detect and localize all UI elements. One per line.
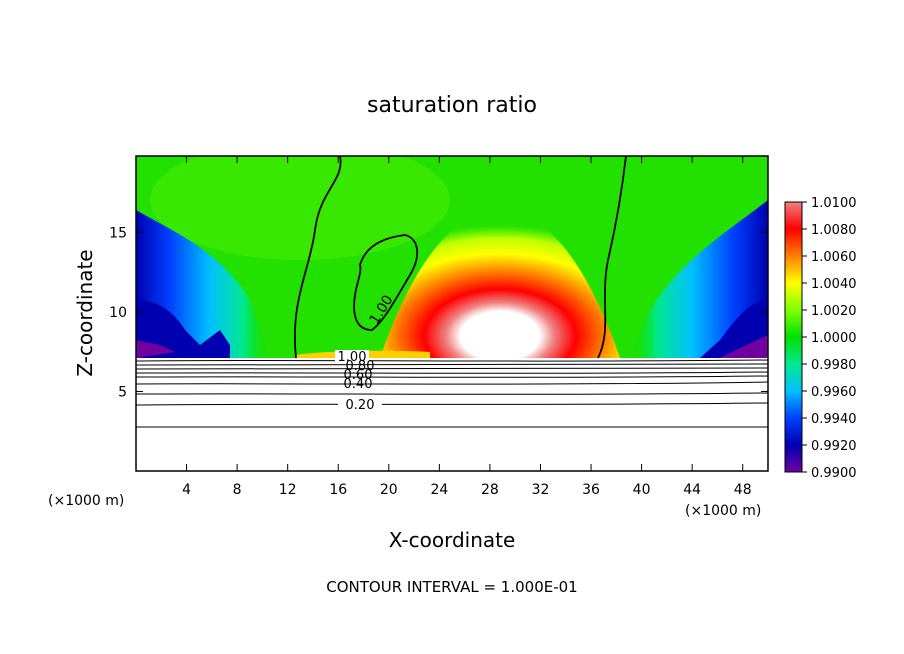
x-unit-label-right: (×1000 m): [685, 503, 761, 519]
contour-line-8: [136, 402, 768, 406]
colorbar-tick-label: 0.9940: [811, 412, 857, 427]
y-tick-label: 15: [109, 225, 127, 241]
colorbar-ticks: 1.0100 1.0080 1.0060 1.0040 1.0020 1.0000 0.99…: [802, 196, 857, 481]
y-tick-label: 5: [118, 384, 127, 400]
colorbar-tick-label: 1.0020: [811, 304, 857, 319]
contour-label-0.40: 0.40: [344, 377, 373, 392]
x-axis-title: X-coordinate: [389, 528, 516, 552]
field-dry-right: [630, 200, 768, 358]
contour-label-0.60: 0.60: [344, 368, 373, 383]
x-tick-label: 36: [582, 482, 600, 498]
x-tick-label: 12: [279, 482, 297, 498]
y-tick-label: 10: [109, 305, 127, 321]
colorbar-tick-label: 1.0000: [811, 331, 857, 346]
contour-line-1: [136, 359, 768, 362]
y-axis-title: Z-coordinate: [73, 249, 97, 376]
contour-line-7: [136, 392, 768, 395]
field-purple-edge-left: [136, 340, 175, 358]
colorbar-tick-label: 0.9980: [811, 358, 857, 373]
contour-line-5: [136, 375, 768, 378]
heatmap-field: 1.00 1.00 0.80 0.60 0.40 0.20: [136, 156, 768, 471]
colorbar-tick-label: 1.0060: [811, 250, 857, 265]
colorbar-tick-label: 0.9960: [811, 385, 857, 400]
chart-title: saturation ratio: [367, 93, 537, 118]
colorbar: [784, 201, 803, 473]
contour-label-1.00-surface: 1.00: [338, 350, 367, 365]
x-tick-label: 16: [329, 482, 347, 498]
y-axis-ticks: 5 10 15: [109, 225, 768, 400]
x-tick-label: 44: [683, 482, 701, 498]
field-plume: [380, 210, 620, 358]
contour-line-9: [136, 426, 768, 428]
colorbar-tick-label: 1.0040: [811, 277, 857, 292]
contour-label-0.20: 0.20: [346, 398, 375, 413]
colorbar-tick-label: 1.0100: [811, 196, 857, 211]
contour-line-2: [136, 363, 768, 366]
x-tick-label: 32: [532, 482, 550, 498]
field-dry-left-core: [136, 300, 230, 358]
x-tick-label: 40: [633, 482, 651, 498]
colorbar-tick-label: 0.9900: [811, 466, 857, 481]
plot-frame: [135, 155, 769, 472]
x-tick-label: 28: [481, 482, 499, 498]
field-purple-edge-right: [720, 335, 768, 358]
contour-1.00-right: [597, 156, 627, 359]
x-axis-ticks: 4 8 12 16 20 24 28 32 36 40 44 48: [182, 156, 752, 498]
field-moist-left: [150, 156, 450, 260]
colorbar-tick-label: 0.9920: [811, 439, 857, 454]
x-tick-label: 4: [182, 482, 191, 498]
x-tick-label: 8: [233, 482, 242, 498]
contour-line-6: [136, 381, 768, 385]
contour-label-0.80: 0.80: [346, 359, 375, 374]
x-tick-label: 20: [380, 482, 398, 498]
x-unit-label-left: (×1000 m): [48, 493, 124, 509]
x-tick-label: 24: [430, 482, 448, 498]
contour-label-bg-1: [335, 350, 369, 362]
contour-line-4: [136, 371, 768, 374]
contour-1.00-left: [294, 156, 342, 359]
colorbar-tick-label: 1.0080: [811, 223, 857, 238]
contour-1.00-closed: [353, 234, 419, 331]
contour-line-3: [136, 367, 768, 370]
contour-label-bg-2: [338, 398, 382, 410]
field-stable-layer: [136, 358, 768, 471]
contour-interval-footer: CONTOUR INTERVAL = 1.000E-01: [326, 578, 577, 596]
x-tick-label: 48: [734, 482, 752, 498]
